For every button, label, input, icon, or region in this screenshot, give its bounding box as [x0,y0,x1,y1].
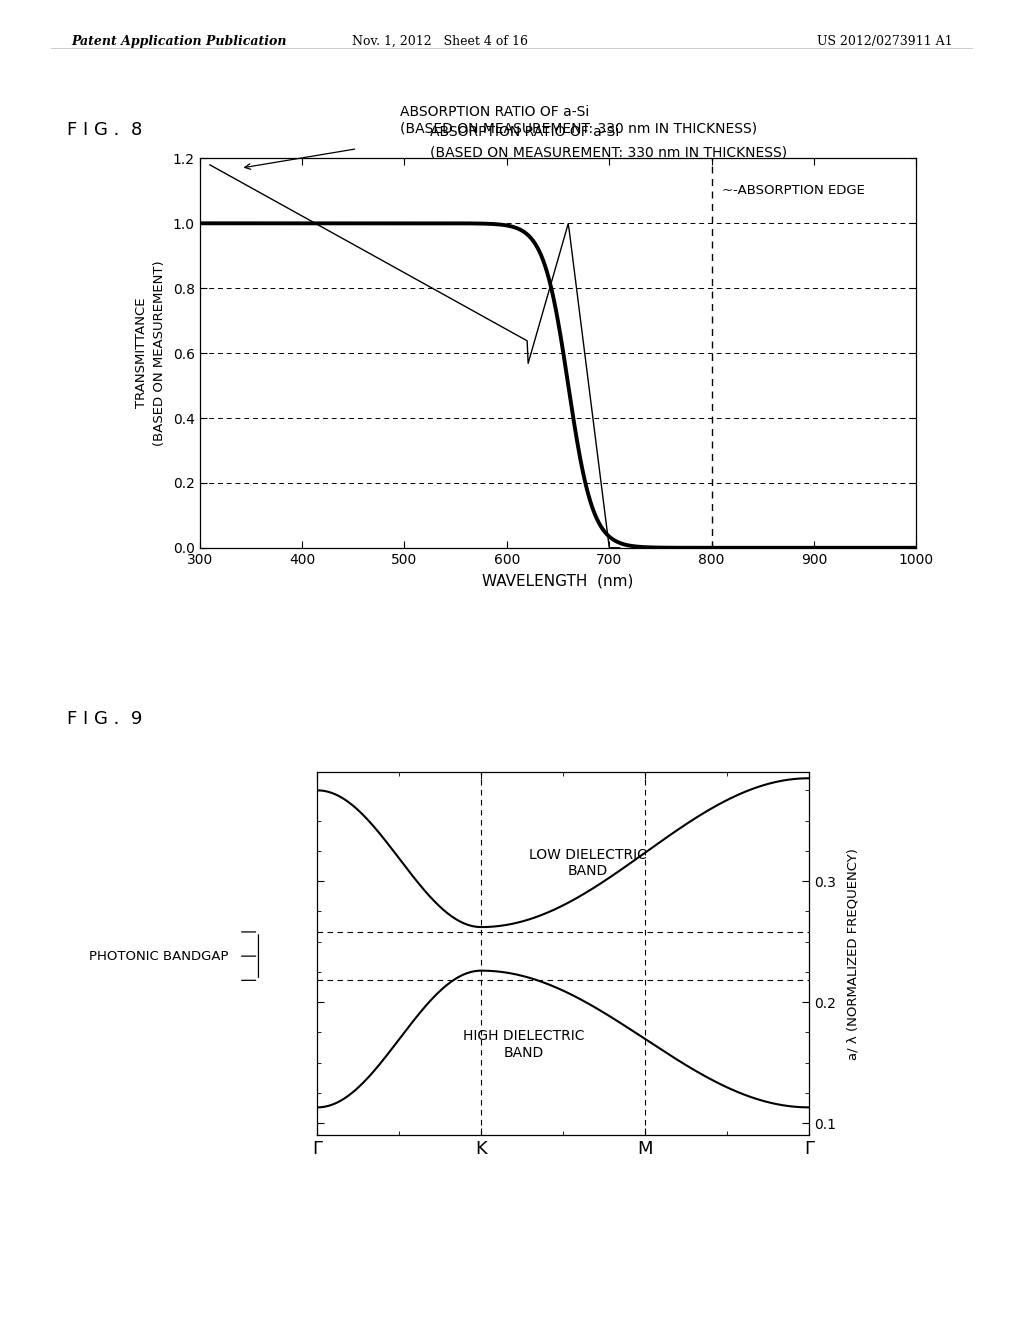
Text: HIGH DIELECTRIC
BAND: HIGH DIELECTRIC BAND [463,1030,585,1060]
Y-axis label: a/ λ (NORMALIZED FREQUENCY): a/ λ (NORMALIZED FREQUENCY) [847,847,860,1060]
Y-axis label: TRANSMITTANCE
(BASED ON MEASUREMENT): TRANSMITTANCE (BASED ON MEASUREMENT) [135,260,166,446]
X-axis label: WAVELENGTH  (nm): WAVELENGTH (nm) [482,574,634,589]
Text: US 2012/0273911 A1: US 2012/0273911 A1 [817,34,952,48]
Text: F I G .  8: F I G . 8 [67,121,141,140]
Text: PHOTONIC BANDGAP: PHOTONIC BANDGAP [89,949,229,962]
Text: ABSORPTION RATIO OF a-Si
(BASED ON MEASUREMENT: 330 nm IN THICKNESS): ABSORPTION RATIO OF a-Si (BASED ON MEASU… [400,106,758,136]
Text: ~-ABSORPTION EDGE: ~-ABSORPTION EDGE [722,185,865,198]
Text: LOW DIELECTRIC
BAND: LOW DIELECTRIC BAND [528,847,647,878]
Text: ABSORPTION RATIO OF a-Si: ABSORPTION RATIO OF a-Si [430,125,620,140]
Text: Nov. 1, 2012   Sheet 4 of 16: Nov. 1, 2012 Sheet 4 of 16 [352,34,528,48]
Text: Patent Application Publication: Patent Application Publication [72,34,287,48]
Text: F I G .  9: F I G . 9 [67,710,142,729]
Text: (BASED ON MEASUREMENT: 330 nm IN THICKNESS): (BASED ON MEASUREMENT: 330 nm IN THICKNE… [430,145,787,160]
